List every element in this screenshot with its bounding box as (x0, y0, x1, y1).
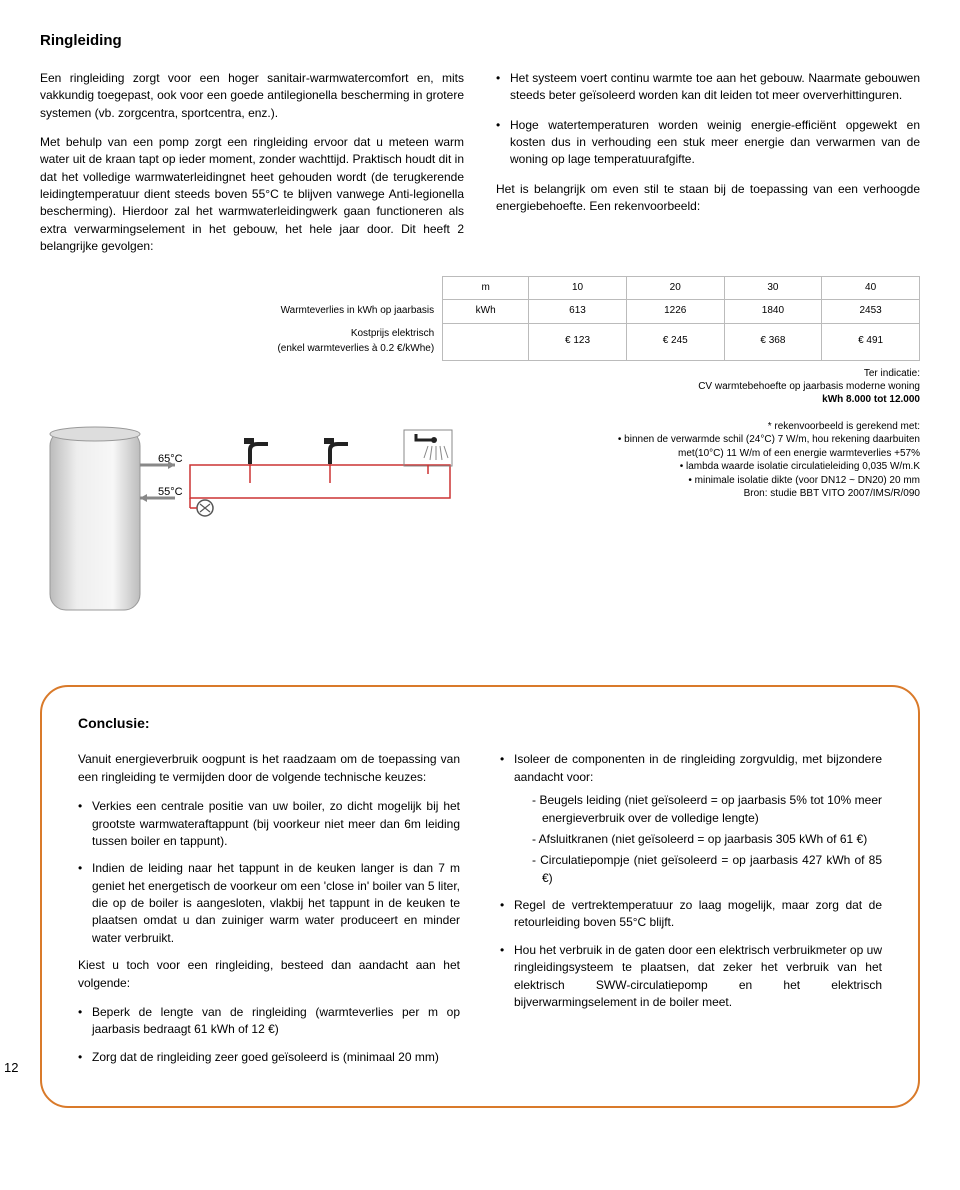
conc-right-b3: Hou het verbruik in de gaten door een el… (500, 942, 882, 1012)
table-note: Ter indicatie: CV warmtebehoefte op jaar… (40, 367, 920, 406)
conc-left-b1: Verkies een centrale positie van uw boil… (78, 798, 460, 850)
r1c3: 1840 (724, 300, 822, 324)
r2c0 (443, 323, 529, 360)
r2c4: € 491 (822, 323, 920, 360)
th-30: 30 (724, 276, 822, 300)
intro-right-column: Het systeem voert continu warmte toe aan… (496, 70, 920, 268)
conc-right-b1: Isoleer de componenten in de ringleiding… (500, 751, 882, 887)
r1c1: 613 (529, 300, 627, 324)
conclusion-left: Vanuit energieverbruik oogpunt is het ra… (78, 751, 460, 1076)
calc-footnote: * rekenvoorbeeld is gerekend met: • binn… (490, 420, 920, 501)
r2c2: € 245 (626, 323, 724, 360)
r2c1: € 123 (529, 323, 627, 360)
r1c4: 2453 (822, 300, 920, 324)
intro-para-1: Een ringleiding zorgt voor een hoger san… (40, 70, 464, 122)
two-column-intro: Een ringleiding zorgt voor een hoger san… (40, 70, 920, 268)
page-number: 12 (4, 1059, 18, 1078)
r1c2: 1226 (626, 300, 724, 324)
conclusion-right: Isoleer de componenten in de ringleiding… (500, 751, 882, 1076)
conc-right-s1: - Beugels leiding (niet geïsoleerd = op … (532, 792, 882, 827)
row1-label: Warmteverlies in kWh op jaarbasis (40, 300, 443, 324)
conc-right-s3: - Circulatiepompje (niet geïsoleerd = op… (532, 852, 882, 887)
row2-label: Kostprijs elektrisch (enkel warmteverlie… (40, 323, 443, 360)
r2c3: € 368 (724, 323, 822, 360)
consequence-item-1: Het systeem voert continu warmte toe aan… (496, 70, 920, 105)
conc-right-b2: Regel de vertrektemperatuur zo laag moge… (500, 897, 882, 932)
th-10: 10 (529, 276, 627, 300)
conc-left-b2: Indien de leiding naar het tappunt in de… (78, 860, 460, 947)
diagram-temp-55: 55°C (158, 486, 183, 498)
consequence-item-2: Hoge watertemperaturen worden weinig ene… (496, 117, 920, 169)
th-20: 20 (626, 276, 724, 300)
page-title: Ringleiding (40, 30, 920, 52)
conc-right-s2: - Afsluitkranen (niet geïsoleerd = op ja… (532, 831, 882, 848)
conc-left-p1: Vanuit energieverbruik oogpunt is het ra… (78, 751, 460, 786)
intro-left-column: Een ringleiding zorgt voor een hoger san… (40, 70, 464, 268)
r1c0: kWh (443, 300, 529, 324)
conc-right-sublist: - Beugels leiding (niet geïsoleerd = op … (514, 792, 882, 887)
th-40: 40 (822, 276, 920, 300)
conc-left-b4: Zorg dat de ringleiding zeer goed geïsol… (78, 1049, 460, 1066)
th-m: m (443, 276, 529, 300)
conclusion-heading: Conclusie: (78, 713, 882, 733)
conc-left-p2: Kiest u toch voor een ringleiding, beste… (78, 957, 460, 992)
ring-circuit-diagram: 65°C 55°C (40, 420, 470, 625)
heat-loss-table-wrap: m 10 20 30 40 Warmteverlies in kWh op ja… (40, 276, 920, 406)
example-intro: Het is belangrijk om even stil te staan … (496, 181, 920, 216)
conclusion-box: Conclusie: Vanuit energieverbruik oogpun… (40, 685, 920, 1108)
intro-para-2: Met behulp van een pomp zorgt een ringle… (40, 134, 464, 256)
heat-loss-table: m 10 20 30 40 Warmteverlies in kWh op ja… (40, 276, 920, 361)
conc-left-b3: Beperk de lengte van de ringleiding (war… (78, 1004, 460, 1039)
